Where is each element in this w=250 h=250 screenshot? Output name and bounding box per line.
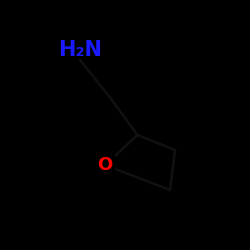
Text: O: O [98,156,112,174]
Text: H₂N: H₂N [58,40,102,60]
